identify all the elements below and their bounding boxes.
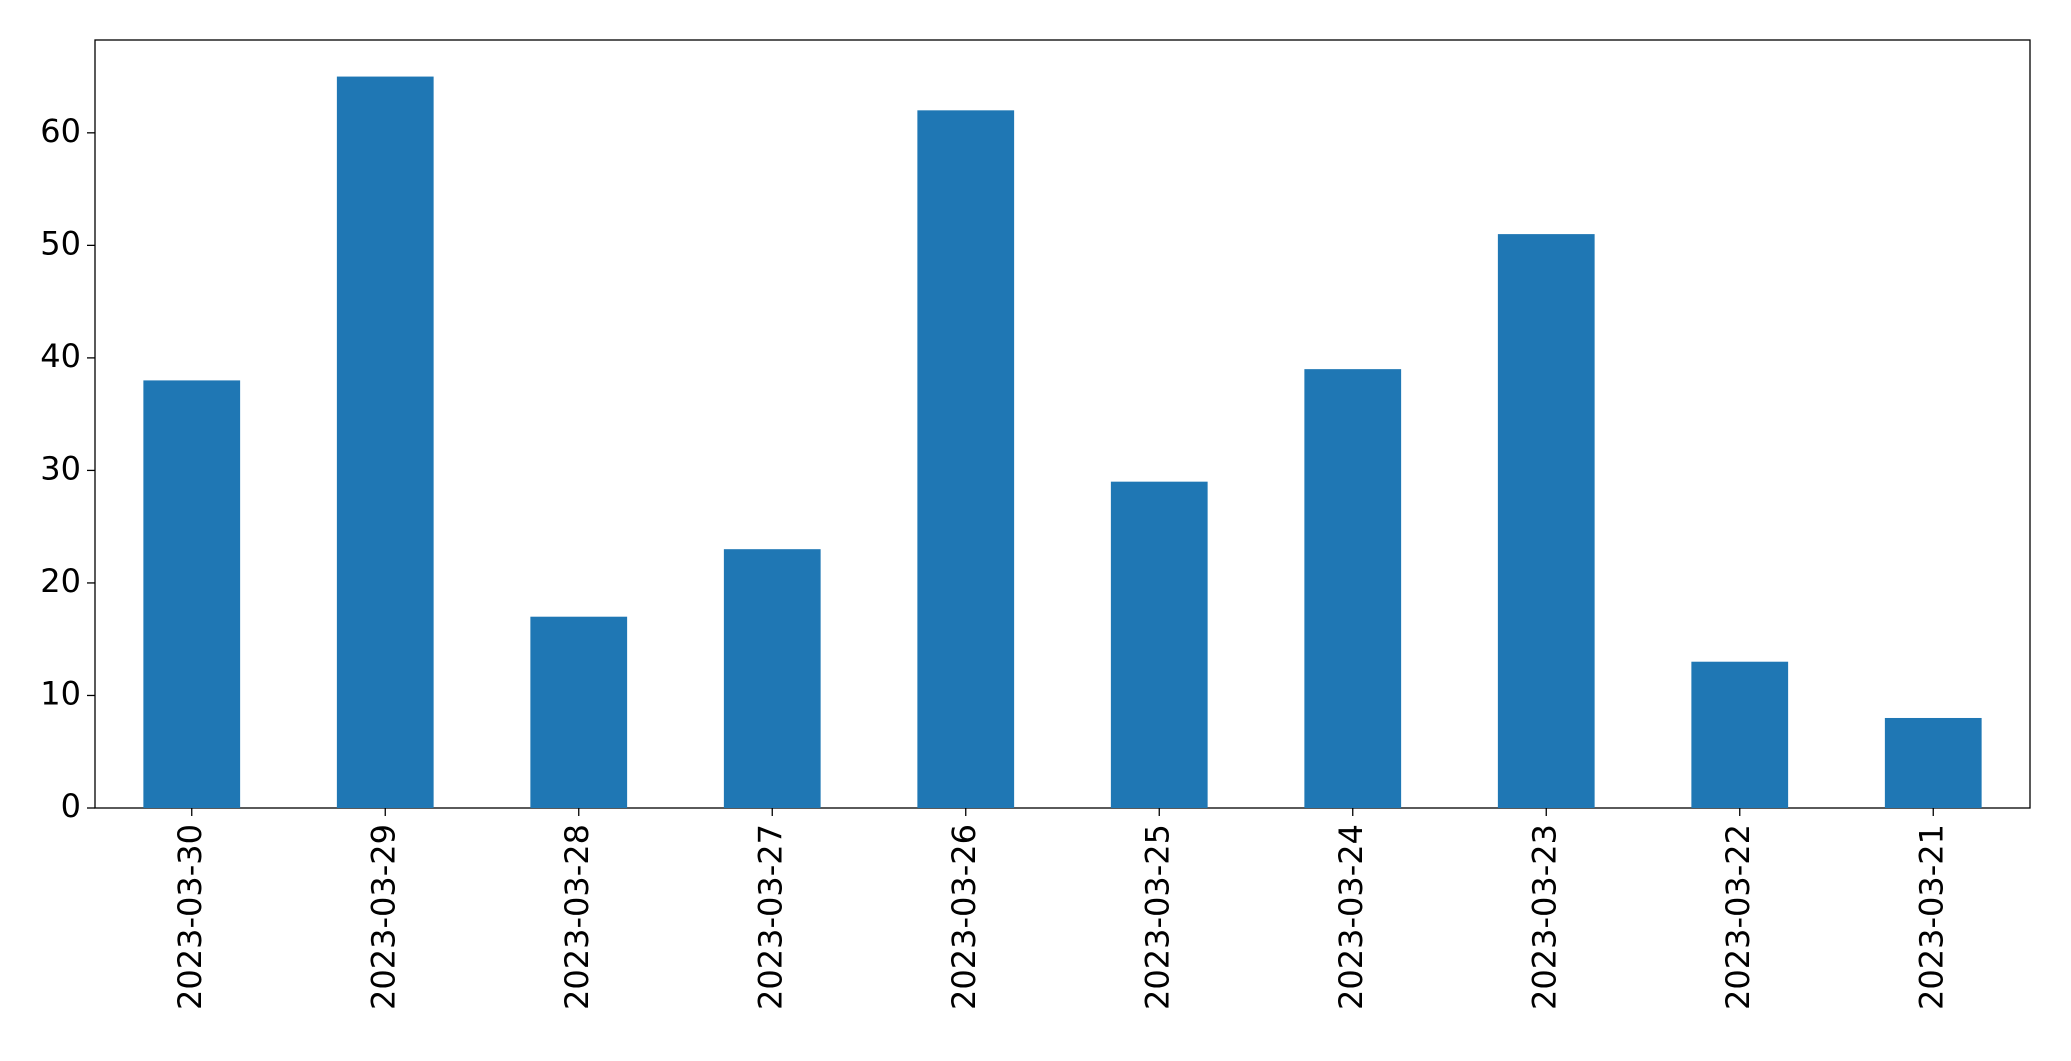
y-tick-label: 10 [40,674,81,712]
y-tick-label: 0 [61,787,81,825]
bar [1497,234,1595,809]
x-tick-label: 2023-03-21 [1912,824,1950,1010]
bar [530,616,628,808]
x-tick-label: 2023-03-28 [558,824,596,1010]
y-tick-label: 30 [40,449,81,487]
y-tick-label: 60 [40,112,81,150]
x-tick-label: 2023-03-29 [364,824,402,1010]
bar [1884,717,1982,808]
bar [143,380,241,808]
bar [917,110,1015,809]
x-tick-label: 2023-03-30 [171,824,209,1010]
x-tick-label: 2023-03-23 [1525,824,1563,1010]
bar [336,76,434,809]
bar [1691,661,1789,808]
y-tick-label: 20 [40,562,81,600]
x-tick-label: 2023-03-26 [945,824,983,1010]
bar [1110,481,1208,808]
y-tick-label: 40 [40,337,81,375]
plot-frame [94,39,2031,809]
x-tick-label: 2023-03-24 [1332,824,1370,1010]
bar [723,549,821,808]
x-tick-label: 2023-03-25 [1138,824,1176,1010]
y-tick-label: 50 [40,224,81,262]
bar [1304,369,1402,808]
x-tick-label: 2023-03-27 [751,824,789,1010]
x-tick-label: 2023-03-22 [1719,824,1757,1010]
